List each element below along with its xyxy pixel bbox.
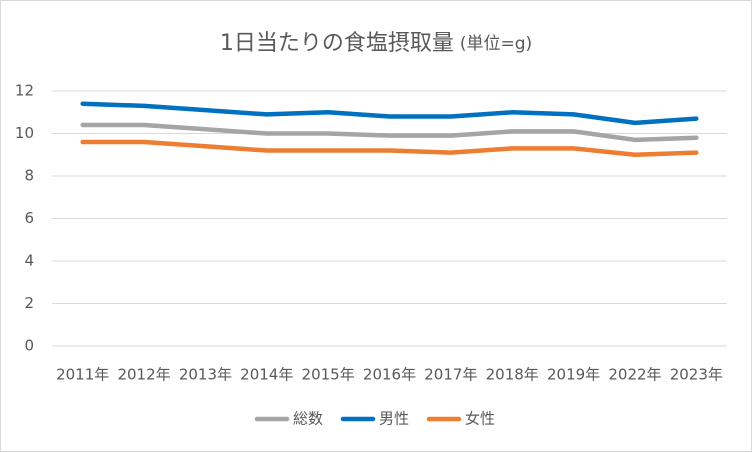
x-tick-label: 2014年: [240, 366, 293, 384]
x-tick-label: 2019年: [547, 366, 600, 384]
y-tick-label: 4: [24, 252, 34, 270]
chart-title-group: 1日当たりの食塩摂取量 (単位=g): [220, 31, 532, 56]
x-tick-label: 2015年: [302, 366, 355, 384]
x-tick-label: 2011年: [56, 366, 109, 384]
line-series: [80, 101, 699, 126]
x-tick-label: 2022年: [608, 366, 661, 384]
legend-label: 総数: [293, 410, 323, 428]
line-series: [80, 139, 699, 158]
x-tick-label: 2017年: [424, 366, 477, 384]
y-tick-label: 0: [24, 337, 34, 355]
y-tick-label: 6: [24, 209, 34, 227]
x-tick-label: 2023年: [670, 366, 723, 384]
y-tick-label: 12: [15, 82, 34, 100]
chart-subtitle: (単位=g): [460, 34, 532, 54]
x-tick-label: 2018年: [486, 366, 539, 384]
x-tick-label: 2012年: [117, 366, 170, 384]
chart-title: 1日当たりの食塩摂取量: [220, 31, 454, 56]
y-tick-label: 2: [24, 294, 34, 312]
legend-label: 男性: [379, 410, 409, 428]
line-series: [80, 122, 699, 143]
y-tick-label: 10: [15, 124, 34, 142]
y-tick-label: 8: [24, 167, 34, 185]
x-tick-label: 2013年: [179, 366, 232, 384]
legend-label: 女性: [465, 410, 495, 428]
x-tick-label: 2016年: [363, 366, 416, 384]
